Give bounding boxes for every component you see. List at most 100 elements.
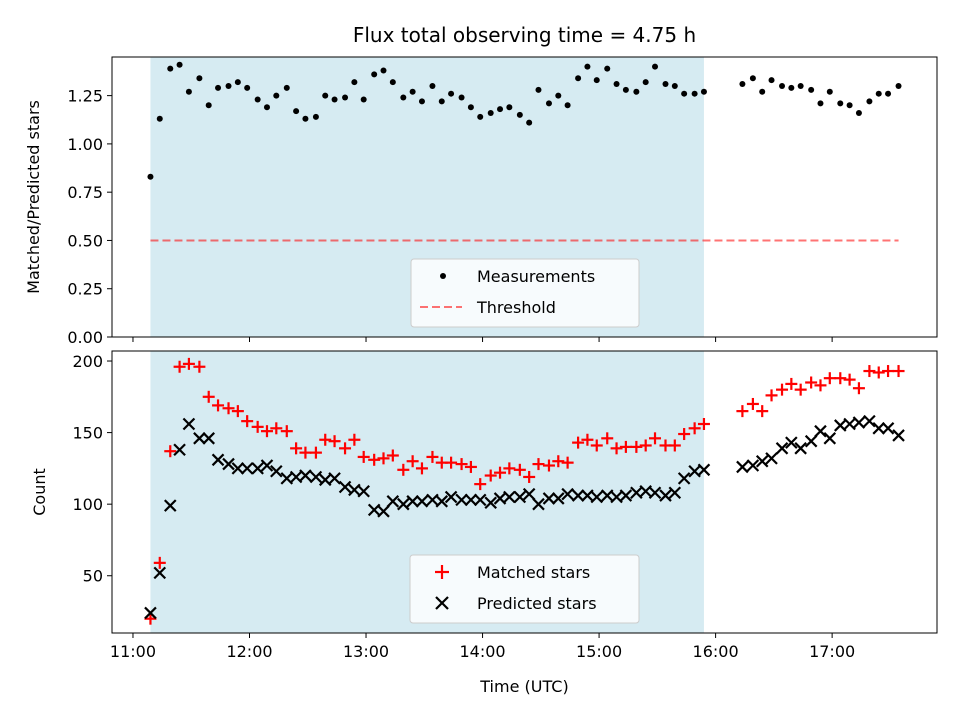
matched-star-point bbox=[601, 432, 614, 445]
matched-star-point bbox=[319, 433, 332, 446]
matched-star-point bbox=[765, 389, 778, 402]
measurement-point bbox=[652, 63, 659, 70]
predicted-star-point bbox=[357, 485, 370, 498]
bottom-y-ticks: 50 100 150 200 bbox=[72, 352, 112, 586]
matched-star-point bbox=[494, 466, 507, 479]
legend-threshold-label: Threshold bbox=[476, 298, 556, 317]
bottom-y-tick-label: 200 bbox=[72, 352, 103, 371]
measurement-point bbox=[575, 75, 582, 82]
measurement-point bbox=[545, 100, 552, 107]
matched-star-point bbox=[736, 405, 749, 418]
matched-star-point bbox=[241, 415, 254, 428]
predicted-star-point bbox=[231, 462, 245, 475]
predicted-star-point bbox=[299, 469, 312, 482]
predicted-star-point bbox=[386, 495, 400, 508]
predicted-star-point bbox=[435, 495, 449, 508]
measurement-point bbox=[302, 115, 309, 122]
measurement-point bbox=[273, 92, 280, 99]
measurement-point bbox=[438, 98, 445, 105]
measurement-point bbox=[312, 113, 319, 120]
predicted-star-point bbox=[406, 495, 419, 508]
measurement-point bbox=[331, 96, 338, 103]
predicted-star-point bbox=[668, 486, 682, 499]
predicted-star-point bbox=[377, 505, 390, 518]
matched-star-point bbox=[270, 422, 283, 435]
measurement-point bbox=[225, 82, 232, 89]
measurement-point bbox=[662, 81, 669, 88]
legend-measurements-label: Measurements bbox=[477, 267, 595, 286]
measurement-point bbox=[768, 77, 775, 84]
matched-star-point bbox=[785, 377, 798, 390]
measurement-point bbox=[613, 81, 620, 88]
measurement-point bbox=[739, 81, 746, 88]
matched-star-point bbox=[357, 450, 370, 463]
measurement-point bbox=[826, 88, 833, 95]
predicted-star-point bbox=[775, 442, 789, 455]
predicted-star-point bbox=[697, 463, 711, 477]
measurement-point bbox=[418, 98, 425, 105]
matched-star-point bbox=[182, 357, 195, 370]
predicted-star-point bbox=[202, 432, 215, 445]
matched-star-point bbox=[794, 383, 807, 396]
bottom-x-tick-label: 13:00 bbox=[343, 642, 389, 661]
top-y-tick-label: 1.25 bbox=[67, 87, 103, 106]
predicted-star-point bbox=[251, 462, 264, 475]
matched-star-point bbox=[552, 455, 565, 468]
measurement-point bbox=[516, 111, 523, 118]
measurement-point bbox=[185, 88, 192, 95]
measurement-point bbox=[293, 108, 300, 115]
measurement-point bbox=[895, 82, 902, 89]
matched-star-point bbox=[455, 458, 468, 471]
measurement-point bbox=[234, 79, 241, 86]
measurement-point bbox=[497, 106, 504, 113]
matched-star-point bbox=[590, 439, 603, 452]
matched-star-point bbox=[173, 360, 186, 373]
matched-star-point bbox=[164, 445, 177, 458]
measurement-point bbox=[196, 75, 203, 82]
predicted-star-point bbox=[260, 459, 274, 472]
matched-star-point bbox=[746, 397, 759, 410]
measurement-point bbox=[400, 94, 407, 101]
measurement-point bbox=[244, 84, 251, 91]
matched-star-point bbox=[280, 425, 293, 438]
predicted-star-point bbox=[823, 432, 837, 445]
matched-star-point bbox=[572, 436, 585, 449]
matched-star-point bbox=[474, 478, 487, 491]
matched-star-point bbox=[776, 383, 789, 396]
matched-star-point bbox=[523, 470, 536, 483]
measurement-point bbox=[622, 86, 629, 93]
top-y-tick-label: 0.00 bbox=[67, 328, 103, 347]
predicted-star-point bbox=[552, 492, 565, 505]
bottom-y-tick-label: 150 bbox=[72, 424, 103, 443]
measurement-point bbox=[564, 102, 571, 109]
measurement-point bbox=[215, 84, 222, 91]
predicted-star-point bbox=[444, 490, 458, 504]
top-legend: Measurements Threshold bbox=[410, 258, 640, 328]
measurement-point bbox=[351, 79, 358, 86]
matched-star-point bbox=[852, 382, 865, 395]
top-y-tick-label: 0.25 bbox=[67, 280, 103, 299]
measurement-point bbox=[167, 65, 174, 72]
bottom-x-tick-label: 11:00 bbox=[110, 642, 156, 661]
predicted-star-point bbox=[785, 436, 798, 449]
measurement-point bbox=[342, 94, 349, 101]
predicted-star-point bbox=[513, 490, 527, 504]
measurement-point bbox=[817, 100, 824, 107]
predicted-star-point bbox=[473, 493, 487, 507]
predicted-star-point bbox=[872, 422, 886, 435]
measurement-point bbox=[642, 79, 649, 86]
measurement-point bbox=[205, 102, 212, 109]
matched-star-point bbox=[406, 455, 419, 468]
matched-star-point bbox=[144, 612, 157, 625]
bottom-predicted-points bbox=[144, 414, 905, 620]
measurement-point bbox=[700, 88, 707, 95]
matched-star-point bbox=[542, 459, 555, 472]
predicted-star-point bbox=[153, 566, 167, 580]
measurement-point bbox=[788, 84, 795, 91]
matched-star-point bbox=[823, 372, 836, 385]
measurement-point bbox=[371, 71, 378, 78]
predicted-star-point bbox=[619, 489, 633, 502]
measurement-point bbox=[263, 104, 270, 111]
predicted-star-point bbox=[397, 497, 410, 511]
matched-star-point bbox=[339, 442, 352, 455]
